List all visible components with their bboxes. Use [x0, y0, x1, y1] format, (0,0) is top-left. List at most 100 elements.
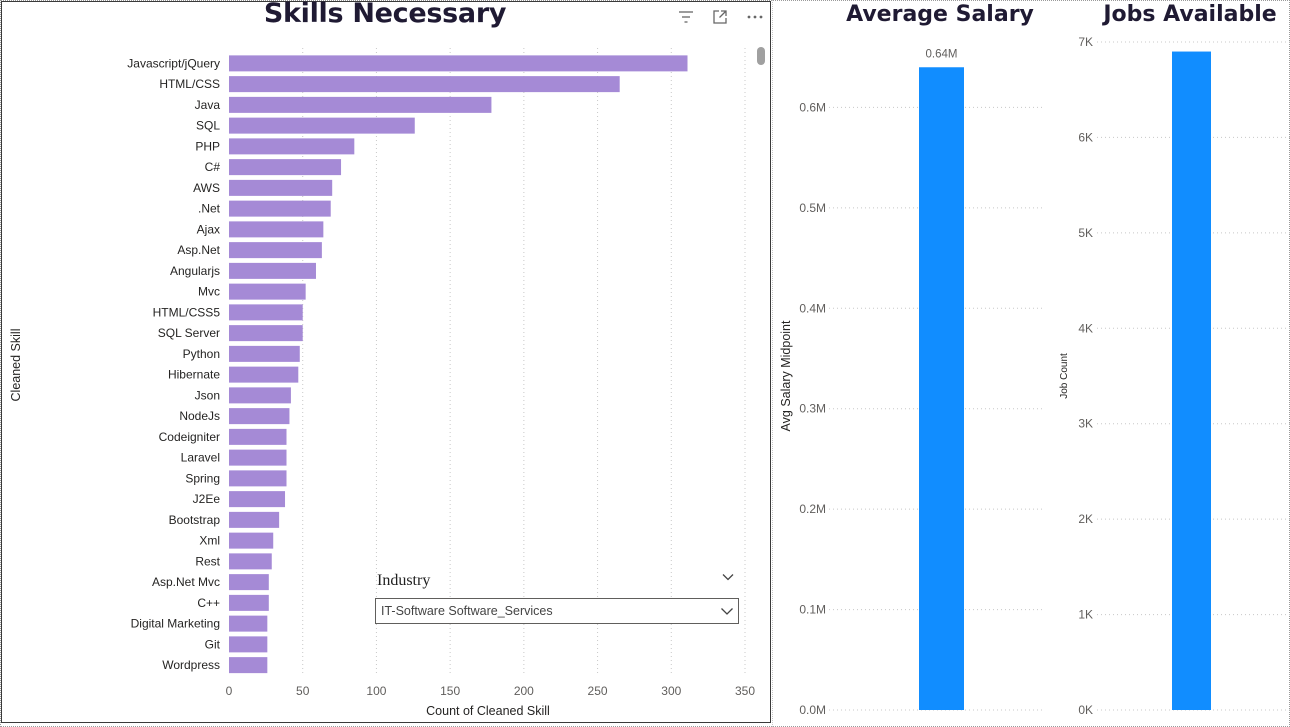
salary-y-tick-label: 0.0M: [799, 703, 826, 717]
skills-x-tick-label: 250: [588, 684, 608, 698]
skills-scrollbar-thumb[interactable]: [757, 47, 765, 65]
skills-category-label: AWS: [193, 181, 220, 195]
salary-data-label: 0.64M: [926, 48, 958, 60]
skills-bar[interactable]: [229, 200, 331, 217]
skills-bar[interactable]: [229, 159, 342, 176]
skills-category-label: Java: [195, 98, 221, 112]
skills-bar[interactable]: [229, 242, 322, 259]
skills-category-label: Codeigniter: [159, 430, 220, 444]
skills-x-tick-label: 100: [366, 684, 386, 698]
industry-dropdown[interactable]: IT-Software Software_Services: [375, 598, 739, 624]
skills-category-label: Python: [183, 347, 220, 361]
skills-bar[interactable]: [229, 76, 620, 93]
skills-category-label: Laravel: [181, 451, 220, 465]
salary-y-tick-label: 0.1M: [799, 603, 826, 617]
jobs-y-tick-label: 2K: [1078, 512, 1093, 526]
skills-y-axis-title: Cleaned Skill: [9, 329, 23, 402]
skills-category-label: HTML/CSS: [159, 77, 220, 91]
jobs-y-tick-label: 5K: [1078, 226, 1093, 240]
skills-x-tick-label: 150: [440, 684, 460, 698]
skills-bar[interactable]: [229, 594, 269, 611]
jobs-chart-title: Jobs Available: [1103, 2, 1277, 27]
skills-bar[interactable]: [229, 325, 303, 342]
skills-bar[interactable]: [229, 657, 268, 674]
jobs-y-tick-label: 1K: [1078, 608, 1093, 622]
industry-slicer: Industry IT-Software Software_Services: [373, 568, 741, 628]
skills-x-tick-label: 200: [514, 684, 534, 698]
skills-bar[interactable]: [229, 138, 355, 155]
skills-bar[interactable]: [229, 387, 291, 404]
skills-bar[interactable]: [229, 574, 269, 591]
jobs-y-tick-label: 0K: [1078, 703, 1093, 717]
jobs-y-tick-label: 6K: [1078, 130, 1093, 144]
more-options-icon[interactable]: [746, 8, 764, 26]
chevron-down-icon[interactable]: [721, 570, 735, 584]
skills-category-label: Angularjs: [170, 264, 220, 278]
skills-x-tick-label: 50: [296, 684, 310, 698]
chevron-down-icon: [721, 608, 733, 615]
skills-bar[interactable]: [229, 179, 333, 196]
skills-bar[interactable]: [229, 491, 286, 508]
salary-y-tick-label: 0.3M: [799, 402, 826, 416]
skills-bar[interactable]: [229, 470, 287, 487]
skills-bar[interactable]: [229, 221, 324, 238]
skills-category-label: HTML/CSS5: [153, 305, 221, 319]
skills-category-label: Mvc: [198, 285, 220, 299]
skills-bar[interactable]: [229, 428, 287, 445]
skills-category-label: Ajax: [197, 222, 220, 236]
filter-icon[interactable]: [677, 8, 695, 26]
skills-bar[interactable]: [229, 345, 300, 362]
skills-category-label: SQL: [196, 119, 220, 133]
skills-category-label: Git: [205, 637, 221, 651]
jobs-y-tick-label: 3K: [1078, 417, 1093, 431]
skills-category-label: Digital Marketing: [131, 617, 220, 631]
focus-mode-icon[interactable]: [711, 8, 729, 26]
skills-category-label: Asp.Net: [177, 243, 220, 257]
jobs-y-tick-label: 4K: [1078, 321, 1093, 335]
skills-scrollbar[interactable]: [757, 44, 765, 684]
skills-bar[interactable]: [229, 449, 287, 466]
skills-bar[interactable]: [229, 304, 303, 321]
salary-bar[interactable]: [919, 67, 964, 710]
jobs-y-tick-label: 7K: [1078, 35, 1093, 49]
skills-bar[interactable]: [229, 408, 290, 425]
jobs-bar-chart: 0K 1K 2K 3K 4K 5K 6K 7K Job Count: [1059, 35, 1290, 717]
skills-x-tick-label: 0: [226, 684, 233, 698]
industry-selected-value: IT-Software Software_Services: [381, 604, 553, 618]
skills-bar[interactable]: [229, 615, 268, 632]
skills-bar[interactable]: [229, 96, 492, 113]
skills-category-label: Spring: [185, 471, 220, 485]
salary-bar-chart: 0.0M 0.1M 0.2M 0.3M 0.4M 0.5M 0.6M 0.64M Avg S…: [779, 48, 1042, 717]
skills-category-label: Javascript/jQuery: [127, 56, 220, 70]
skills-x-tick-label: 300: [661, 684, 681, 698]
skills-bar[interactable]: [229, 262, 316, 279]
skills-category-label: SQL Server: [158, 326, 220, 340]
skills-category-label: PHP: [195, 139, 220, 153]
skills-category-label: .Net: [198, 202, 221, 216]
skills-bar[interactable]: [229, 366, 299, 383]
salary-y-tick-label: 0.4M: [799, 301, 826, 315]
salary-y-tick-label: 0.5M: [799, 201, 826, 215]
skills-category-label: NodeJs: [179, 409, 220, 423]
salary-y-axis-title: Avg Salary Midpoint: [779, 320, 793, 431]
skills-bar[interactable]: [229, 511, 280, 528]
skills-bar[interactable]: [229, 636, 268, 653]
jobs-bar[interactable]: [1172, 51, 1211, 711]
skills-category-label: Asp.Net Mvc: [152, 575, 220, 589]
skills-bar[interactable]: [229, 532, 274, 549]
skills-bar[interactable]: [229, 117, 415, 134]
skills-x-tick-label: 350: [735, 684, 755, 698]
skills-category-label: Bootstrap: [169, 513, 221, 527]
skills-category-label: Xml: [199, 534, 220, 548]
salary-y-tick-label: 0.6M: [799, 100, 826, 114]
salary-chart-title: Average Salary: [846, 2, 1034, 27]
skills-bar-chart: Javascript/jQuery HTML/CSS Java SQL PHP C# AWS…: [9, 48, 755, 718]
industry-slicer-label: Industry: [377, 572, 431, 589]
skills-bar[interactable]: [229, 55, 688, 72]
skills-category-label: Hibernate: [168, 368, 220, 382]
skills-category-label: Json: [195, 388, 220, 402]
jobs-y-axis-title: Job Count: [1059, 353, 1070, 399]
skills-bar[interactable]: [229, 283, 306, 300]
skills-category-label: J2Ee: [193, 492, 221, 506]
skills-bar[interactable]: [229, 553, 272, 570]
